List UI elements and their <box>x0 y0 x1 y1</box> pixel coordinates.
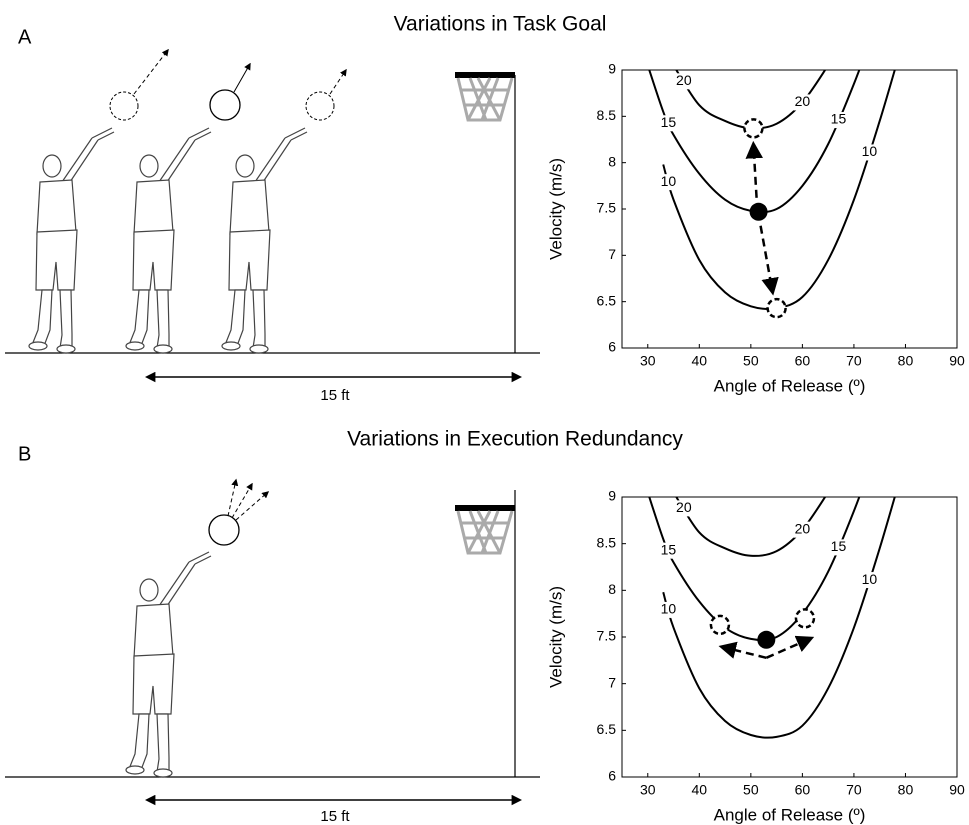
plot-frame <box>622 70 957 348</box>
plot-frame <box>622 497 957 777</box>
contour-label: 15 <box>831 111 847 127</box>
y-tick-label: 7 <box>608 674 616 690</box>
hoop <box>455 505 515 553</box>
ball <box>209 515 239 545</box>
y-tick-label: 8.5 <box>597 534 617 550</box>
x-tick-label: 30 <box>640 782 656 798</box>
x-tick-label: 60 <box>795 353 811 369</box>
x-tick-label: 40 <box>692 353 708 369</box>
y-axis-label: Velocity (m/s) <box>546 586 565 688</box>
contour-label: 20 <box>795 93 811 109</box>
panel-title: Variations in Task Goal <box>394 13 607 36</box>
x-tick-label: 90 <box>949 353 965 369</box>
release-point <box>796 609 814 627</box>
ball <box>210 90 240 120</box>
y-tick-label: 6.5 <box>597 721 617 737</box>
y-tick-label: 7 <box>608 246 616 262</box>
y-tick-label: 8 <box>608 581 616 597</box>
contour-label: 15 <box>831 538 847 554</box>
y-tick-label: 9 <box>608 488 616 504</box>
player <box>126 128 211 353</box>
plot-area <box>648 14 906 309</box>
x-tick-label: 70 <box>846 353 862 369</box>
x-tick-label: 90 <box>949 782 965 798</box>
x-tick-label: 60 <box>795 782 811 798</box>
x-tick-label: 50 <box>743 782 759 798</box>
player <box>126 552 211 777</box>
panel-label: A <box>18 26 32 48</box>
x-tick-label: 40 <box>692 782 708 798</box>
contour-line <box>663 33 905 309</box>
distance-label: 15 ft <box>320 808 350 825</box>
plot-area <box>648 441 906 738</box>
ball-arrow <box>234 64 250 92</box>
y-tick-label: 7.5 <box>597 200 617 216</box>
release-point <box>757 631 775 649</box>
ball-arrow <box>228 480 236 516</box>
ball-arrow <box>330 70 346 94</box>
y-tick-label: 6 <box>608 339 616 355</box>
y-axis-label: Velocity (m/s) <box>546 158 565 260</box>
contour-label: 20 <box>676 72 692 88</box>
contour-label: 20 <box>676 499 692 515</box>
contour-label: 10 <box>661 601 677 617</box>
ball <box>306 92 334 120</box>
hoop <box>455 72 515 120</box>
y-tick-label: 9 <box>608 61 616 77</box>
x-tick-label: 30 <box>640 353 656 369</box>
release-point <box>711 616 729 634</box>
x-axis-label: Angle of Release (º) <box>714 376 866 395</box>
x-axis-label: Angle of Release (º) <box>714 805 866 824</box>
ball-arrow <box>236 492 268 520</box>
panel-label: B <box>18 443 31 465</box>
x-tick-label: 50 <box>743 353 759 369</box>
y-tick-label: 6.5 <box>597 292 617 308</box>
ball-arrow <box>232 484 252 518</box>
distance-label: 15 ft <box>320 387 350 404</box>
player <box>222 128 307 353</box>
contour-label: 10 <box>661 173 677 189</box>
release-point <box>768 299 786 317</box>
chart: 30 40 50 60 70 80 90 6 6.5 7 7.5 8 8.5 9 Angle of Rele… <box>546 441 965 824</box>
shift-arrow <box>761 226 773 292</box>
shift-arrow <box>753 144 756 197</box>
contour-label: 20 <box>795 520 811 536</box>
player <box>29 128 114 353</box>
x-tick-label: 80 <box>898 782 914 798</box>
contour-label: 10 <box>862 143 878 159</box>
x-tick-label: 70 <box>846 782 862 798</box>
figure: A Variations in Task Goal 15 ft B Variat… <box>0 0 969 825</box>
y-tick-label: 8 <box>608 153 616 169</box>
x-tick-label: 80 <box>898 353 914 369</box>
contour-line <box>663 460 905 738</box>
panel-title: Variations in Execution Redundancy <box>347 428 683 451</box>
shift-arrow <box>722 647 766 658</box>
chart: 30 40 50 60 70 80 90 6 6.5 7 7.5 8 8.5 9 Angle of Rele… <box>546 14 965 395</box>
y-tick-label: 7.5 <box>597 628 617 644</box>
contour-label: 15 <box>661 541 677 557</box>
release-point <box>744 119 762 137</box>
release-point <box>750 203 768 221</box>
ball-arrow <box>134 50 168 94</box>
y-tick-label: 8.5 <box>597 107 617 123</box>
y-tick-label: 6 <box>608 768 616 784</box>
contour-label: 15 <box>661 114 677 130</box>
contour-label: 10 <box>862 571 878 587</box>
ball <box>110 92 138 120</box>
